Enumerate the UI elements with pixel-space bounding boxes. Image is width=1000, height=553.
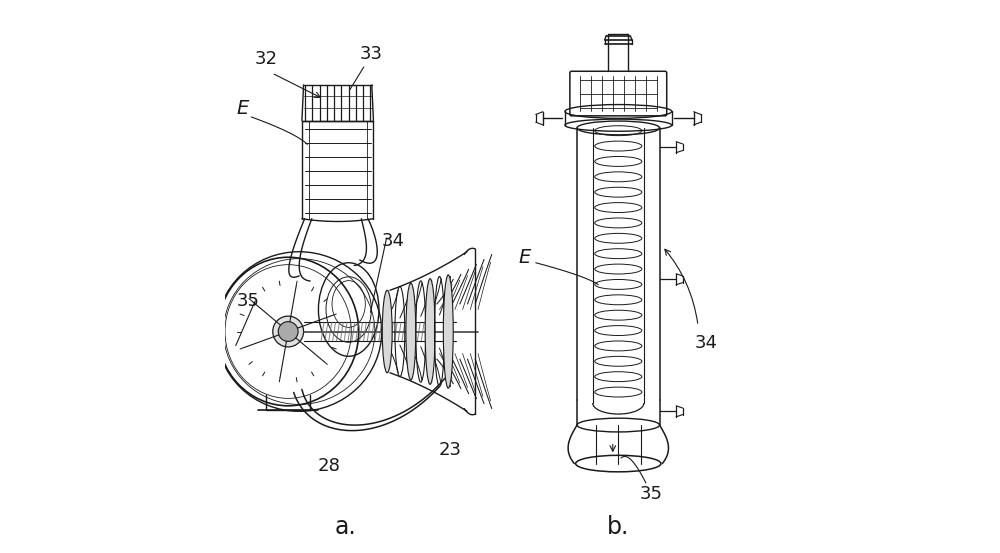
Text: 34: 34 [695, 333, 718, 352]
Text: E: E [237, 99, 249, 118]
Text: 34: 34 [381, 232, 404, 250]
Ellipse shape [425, 279, 435, 384]
Circle shape [278, 322, 298, 341]
Text: b.: b. [607, 515, 629, 539]
Text: 28: 28 [318, 457, 341, 476]
Text: 35: 35 [236, 292, 259, 310]
Text: 32: 32 [255, 50, 278, 68]
Text: E: E [519, 248, 531, 267]
Ellipse shape [443, 275, 453, 388]
Text: 35: 35 [640, 485, 663, 503]
Text: 33: 33 [359, 45, 382, 62]
Text: a.: a. [335, 515, 357, 539]
Ellipse shape [406, 283, 416, 380]
Ellipse shape [382, 290, 392, 373]
Text: 23: 23 [439, 441, 462, 459]
Circle shape [273, 316, 304, 347]
